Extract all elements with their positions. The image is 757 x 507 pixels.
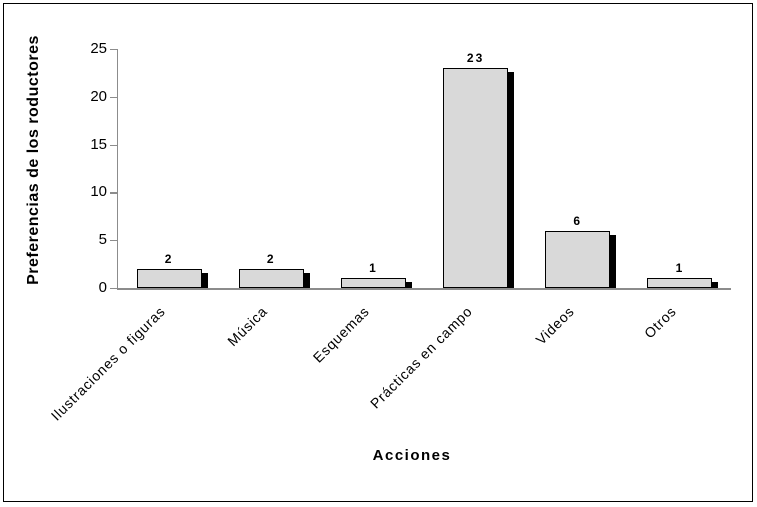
bar-shadow: [507, 72, 515, 288]
bar: [545, 230, 611, 288]
y-axis-tick-label: 25: [90, 40, 107, 57]
y-axis-tick: [110, 288, 117, 290]
y-axis-title: Preferencias de los roductores: [25, 35, 42, 285]
y-axis-tick-label: 10: [90, 183, 107, 201]
chart-frame: [3, 3, 753, 502]
x-axis-title: Acciones: [372, 447, 452, 464]
y-axis-tick: [110, 192, 117, 194]
bar: [647, 278, 713, 288]
bar-shadow: [609, 234, 617, 288]
y-axis-tick-label: 0: [98, 279, 107, 296]
bar: [340, 278, 406, 288]
bar-shadow: [302, 272, 310, 288]
y-axis-tick: [110, 240, 117, 242]
y-axis-tick-label: 5: [98, 231, 107, 249]
y-axis-tick: [110, 96, 117, 98]
y-axis-tick: [110, 49, 117, 51]
bar-value-label: 2: [266, 251, 276, 266]
bar: [238, 268, 304, 288]
bar: [136, 268, 202, 288]
y-axis-tick-label: 20: [90, 87, 107, 105]
bar: [443, 68, 509, 288]
bar-value-label: 6: [573, 213, 583, 228]
bar-shadow: [404, 282, 412, 288]
y-axis-tick-label: 15: [90, 135, 107, 153]
y-axis-tick: [110, 144, 117, 146]
bar-shadow: [200, 272, 208, 288]
bar-shadow: [711, 282, 719, 288]
y-axis-line: [117, 49, 119, 289]
bar-value-label: 1: [675, 261, 685, 276]
bar-value-label: 2: [164, 251, 174, 266]
bar-value-label: 1: [369, 261, 378, 276]
bar-value-label: 23: [466, 51, 485, 66]
x-axis-line: [117, 288, 731, 290]
